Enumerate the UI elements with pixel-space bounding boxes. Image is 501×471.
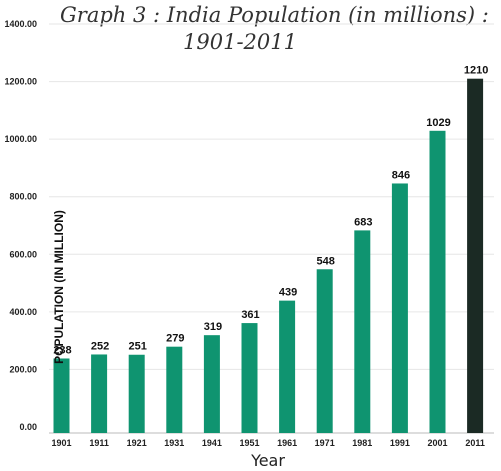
y-tick-label: 1200.00 [4,77,37,87]
gridlines [49,23,494,434]
x-axis-categories: 1901 1911 1921 1931 1941 1951 1961 1971 1981 1991… [51,438,484,448]
bar-1981 [354,230,371,433]
data-label-1931: 279 [166,333,184,345]
x-tick-label-1901: 1901 [51,438,71,448]
bar-1991 [391,183,408,433]
bar-1901 [53,358,70,433]
y-tick-label: 400.00 [9,307,37,317]
bar-1911 [91,354,108,433]
x-tick-label-1961: 1961 [277,438,297,448]
y-tick-label: 0.00 [19,422,37,432]
x-tick-label-1971: 1971 [315,438,335,448]
data-label-1921: 251 [129,341,147,353]
x-tick-label-1951: 1951 [239,438,259,448]
y-tick-label: 200.00 [9,364,37,374]
x-tick-label-1911: 1911 [89,438,109,448]
x-tick-label-2011: 2011 [465,438,485,448]
x-tick-label-1931: 1931 [164,438,184,448]
x-axis-title: Year [250,451,285,470]
data-label-1961: 439 [279,287,297,299]
bar-1971 [316,269,333,433]
bar-1961 [279,300,296,433]
bars [53,78,484,434]
chart-title-line2: 1901-2011 [183,30,297,54]
bar-2001 [429,130,446,434]
bar-1941 [203,335,220,433]
data-label-1951: 361 [241,309,259,321]
x-tick-label-2001: 2001 [427,438,447,448]
chart-title-line1: Graph 3 : India Population (in millions)… [60,3,489,27]
y-axis-title: POPULATION (IN MILLION) [52,210,66,364]
data-label-2001: 1029 [426,117,450,129]
data-label-1981: 683 [354,216,372,228]
data-label-1911: 252 [91,340,109,352]
data-label-1901: 238 [53,344,71,356]
data-label-1971: 548 [317,255,335,267]
data-label-1941: 319 [204,321,222,333]
bar-2011 [467,78,484,433]
bar-1931 [166,346,183,433]
x-tick-label-1991: 1991 [390,438,410,448]
x-tick-label-1981: 1981 [352,438,372,448]
y-tick-label: 600.00 [9,249,37,259]
y-axis-ticks: 0.00 200.00 400.00 600.00 800.00 1000.00 1200.… [4,19,37,432]
data-label-1991: 846 [392,169,410,181]
data-label-2011: 1210 [464,65,488,77]
x-tick-label-1921: 1921 [127,438,147,448]
y-tick-label: 800.00 [9,192,37,202]
bar-1951 [241,323,258,433]
bar-1921 [128,354,145,433]
x-tick-label-1941: 1941 [202,438,222,448]
data-labels: 238 252 251 279 319 361 439 548 683 846 1029 1210 [53,65,488,357]
y-tick-label: 1400.00 [4,19,37,29]
y-tick-label: 1000.00 [4,134,37,144]
